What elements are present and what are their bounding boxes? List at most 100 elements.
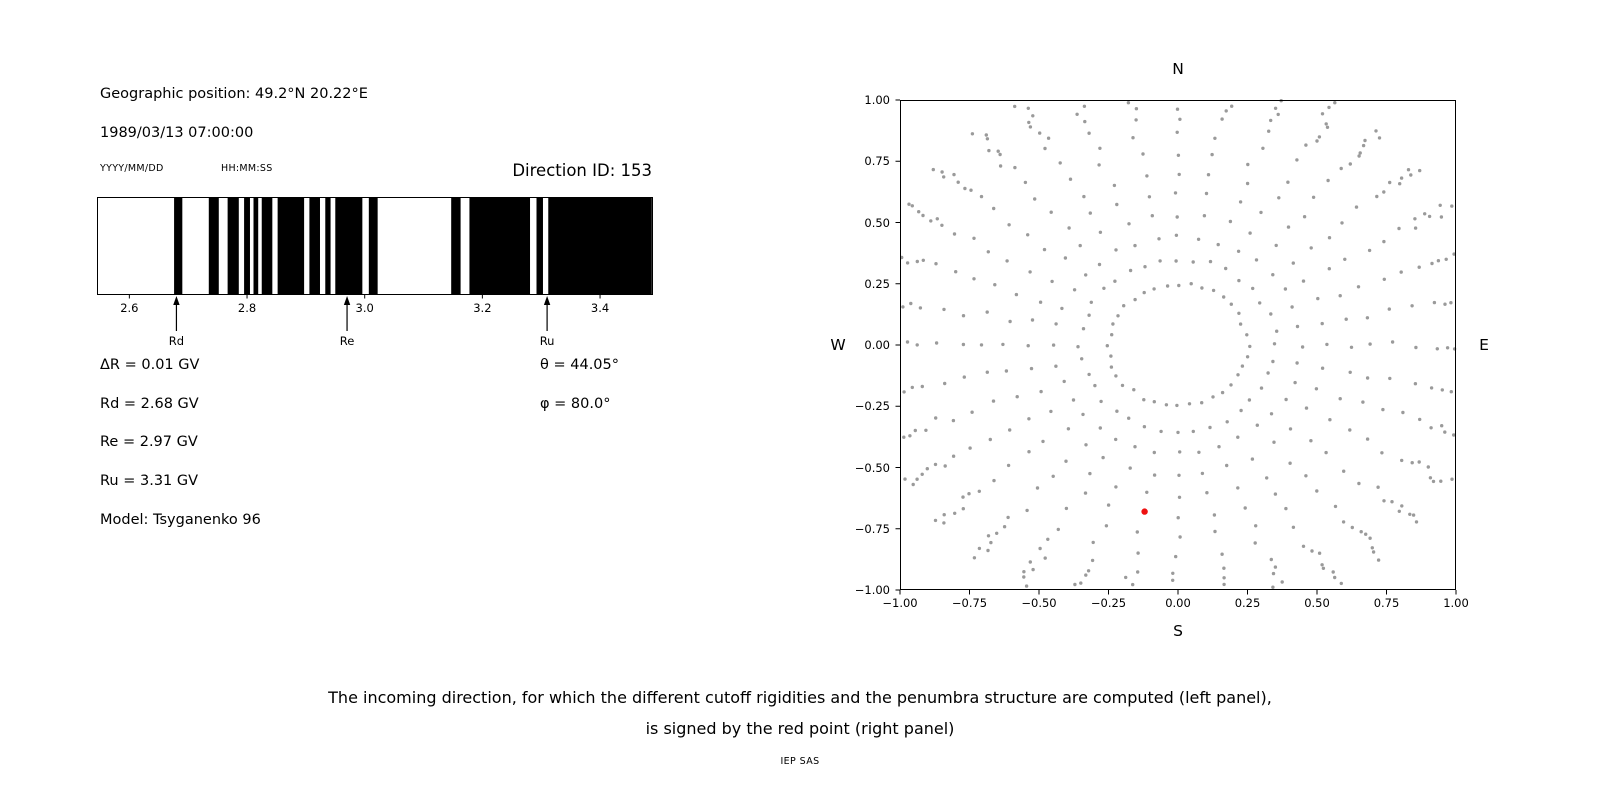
scatter-x-tick-label: −1.00: [882, 596, 918, 610]
asymptotic-direction-dot: [988, 437, 992, 442]
asymptotic-direction-dot: [1328, 418, 1332, 422]
asymptotic-direction-dot: [942, 513, 946, 517]
asymptotic-direction-dot: [967, 492, 971, 496]
asymptotic-direction-dot: [1443, 430, 1447, 434]
asymptotic-direction-dot: [1324, 122, 1328, 126]
asymptotic-direction-dot: [934, 341, 939, 345]
asymptotic-direction-dot: [1098, 146, 1102, 150]
asymptotic-direction-dot: [1390, 500, 1394, 504]
asymptotic-direction-dot: [1213, 529, 1217, 534]
asymptotic-direction-dot: [961, 507, 965, 511]
scatter-y-tick-label: −0.25: [854, 399, 890, 414]
asymptotic-direction-dot: [1309, 246, 1313, 250]
asymptotic-direction-dot: [1315, 139, 1319, 143]
asymptotic-direction-dot: [1152, 287, 1156, 291]
asymptotic-direction-dot: [1142, 290, 1146, 295]
asymptotic-direction-dot: [1380, 451, 1384, 455]
asymptotic-direction-dot: [961, 314, 966, 318]
asymptotic-direction-dot: [1431, 479, 1436, 484]
asymptotic-direction-dot: [969, 188, 973, 192]
asymptotic-direction-dot: [1317, 135, 1322, 139]
asymptotic-direction-dot: [1343, 257, 1347, 261]
asymptotic-direction-dot: [972, 277, 976, 281]
asymptotic-direction-dot: [1397, 226, 1401, 231]
asymptotic-direction-dot: [1177, 283, 1181, 288]
asymptotic-direction-dot: [1050, 279, 1054, 284]
asymptotic-direction-dot: [1177, 172, 1181, 177]
penumbra-forbidden-band: [174, 198, 183, 294]
asymptotic-direction-dot: [1295, 158, 1299, 162]
asymptotic-direction-dot: [1222, 582, 1226, 587]
asymptotic-direction-dot: [1176, 516, 1180, 520]
asymptotic-direction-dot: [1222, 566, 1226, 570]
asymptotic-direction-dot: [1035, 486, 1040, 490]
asymptotic-direction-dot: [1043, 146, 1047, 151]
asymptotic-direction-dot: [1114, 437, 1118, 442]
asymptotic-direction-dot: [1418, 417, 1422, 422]
penumbra-forbidden-band: [325, 198, 331, 294]
asymptotic-direction-dot: [1377, 136, 1382, 140]
asymptotic-direction-dot: [1060, 306, 1064, 311]
asymptotic-direction-dot: [1128, 268, 1133, 273]
scatter-y-tick-label: 0.25: [864, 276, 890, 291]
asymptotic-direction-dot: [1432, 300, 1437, 305]
asymptotic-direction-dot: [924, 428, 928, 432]
penumbra-frame: [97, 197, 653, 295]
asymptotic-direction-dot: [920, 384, 924, 389]
asymptotic-direction-dot: [1165, 284, 1170, 288]
scatter-x-tick-label: −0.50: [1021, 596, 1057, 610]
asymptotic-direction-dot: [1143, 265, 1147, 269]
asymptotic-direction-dot: [1368, 342, 1372, 346]
asymptotic-direction-dot: [1245, 355, 1250, 359]
asymptotic-direction-dot: [1267, 129, 1271, 133]
asymptotic-direction-dot: [1304, 406, 1309, 410]
caption-line-1: The incoming direction, for which the di…: [328, 688, 1272, 707]
asymptotic-direction-dot: [1175, 130, 1179, 134]
asymptotic-direction-dot: [1157, 237, 1161, 241]
asymptotic-direction-dot: [1150, 214, 1154, 218]
asymptotic-direction-dot: [1253, 541, 1257, 545]
asymptotic-direction-dot: [1133, 243, 1137, 248]
asymptotic-direction-dot: [1088, 471, 1092, 476]
asymptotic-direction-dot: [1098, 230, 1103, 234]
asymptotic-direction-dot: [1206, 173, 1211, 177]
asymptotic-direction-dot: [1222, 576, 1226, 580]
asymptotic-direction-dot: [1178, 117, 1182, 121]
asymptotic-direction-dot: [942, 175, 946, 179]
asymptotic-direction-dot: [992, 206, 996, 211]
asymptotic-direction-dot: [998, 152, 1002, 157]
asymptotic-direction-dot: [1315, 489, 1319, 493]
asymptotic-direction-dot: [1042, 247, 1047, 252]
asymptotic-direction-dot: [1304, 474, 1308, 478]
asymptotic-direction-dot: [1062, 379, 1066, 384]
asymptotic-direction-dot: [1224, 266, 1228, 271]
asymptotic-direction-dot: [986, 250, 990, 254]
direction-scatter-plot: [895, 99, 1457, 595]
asymptotic-direction-dot: [1250, 457, 1255, 461]
asymptotic-direction-dot: [1135, 530, 1139, 534]
scatter-y-tick-label: 1.00: [864, 93, 890, 107]
asymptotic-direction-dot: [977, 489, 981, 493]
asymptotic-direction-dot: [1124, 575, 1128, 580]
penumbra-x-tick-label: 2.6: [120, 301, 138, 315]
asymptotic-direction-dot: [1340, 221, 1344, 225]
asymptotic-direction-dot: [1398, 182, 1402, 186]
asymptotic-direction-dot: [1216, 242, 1220, 247]
asymptotic-direction-dot: [1258, 301, 1262, 305]
asymptotic-direction-dot: [1339, 581, 1343, 586]
asymptotic-direction-dot: [1259, 210, 1263, 215]
asymptotic-direction-dot: [1097, 163, 1101, 167]
scatter-y-tick-label: −0.50: [854, 460, 890, 475]
asymptotic-direction-dot: [1435, 347, 1439, 351]
asymptotic-direction-dot: [951, 454, 956, 458]
asymptotic-direction-dot: [1174, 233, 1179, 237]
asymptotic-direction-dot: [1141, 152, 1145, 156]
asymptotic-direction-dot: [1413, 217, 1417, 221]
asymptotic-direction-dot: [972, 556, 977, 560]
asymptotic-direction-dot: [902, 390, 906, 394]
asymptotic-direction-dot: [1113, 279, 1117, 283]
asymptotic-direction-dot: [943, 464, 947, 468]
asymptotic-direction-dot: [1409, 173, 1413, 177]
asymptotic-direction-dot: [943, 381, 947, 386]
asymptotic-direction-dot: [1273, 565, 1278, 569]
